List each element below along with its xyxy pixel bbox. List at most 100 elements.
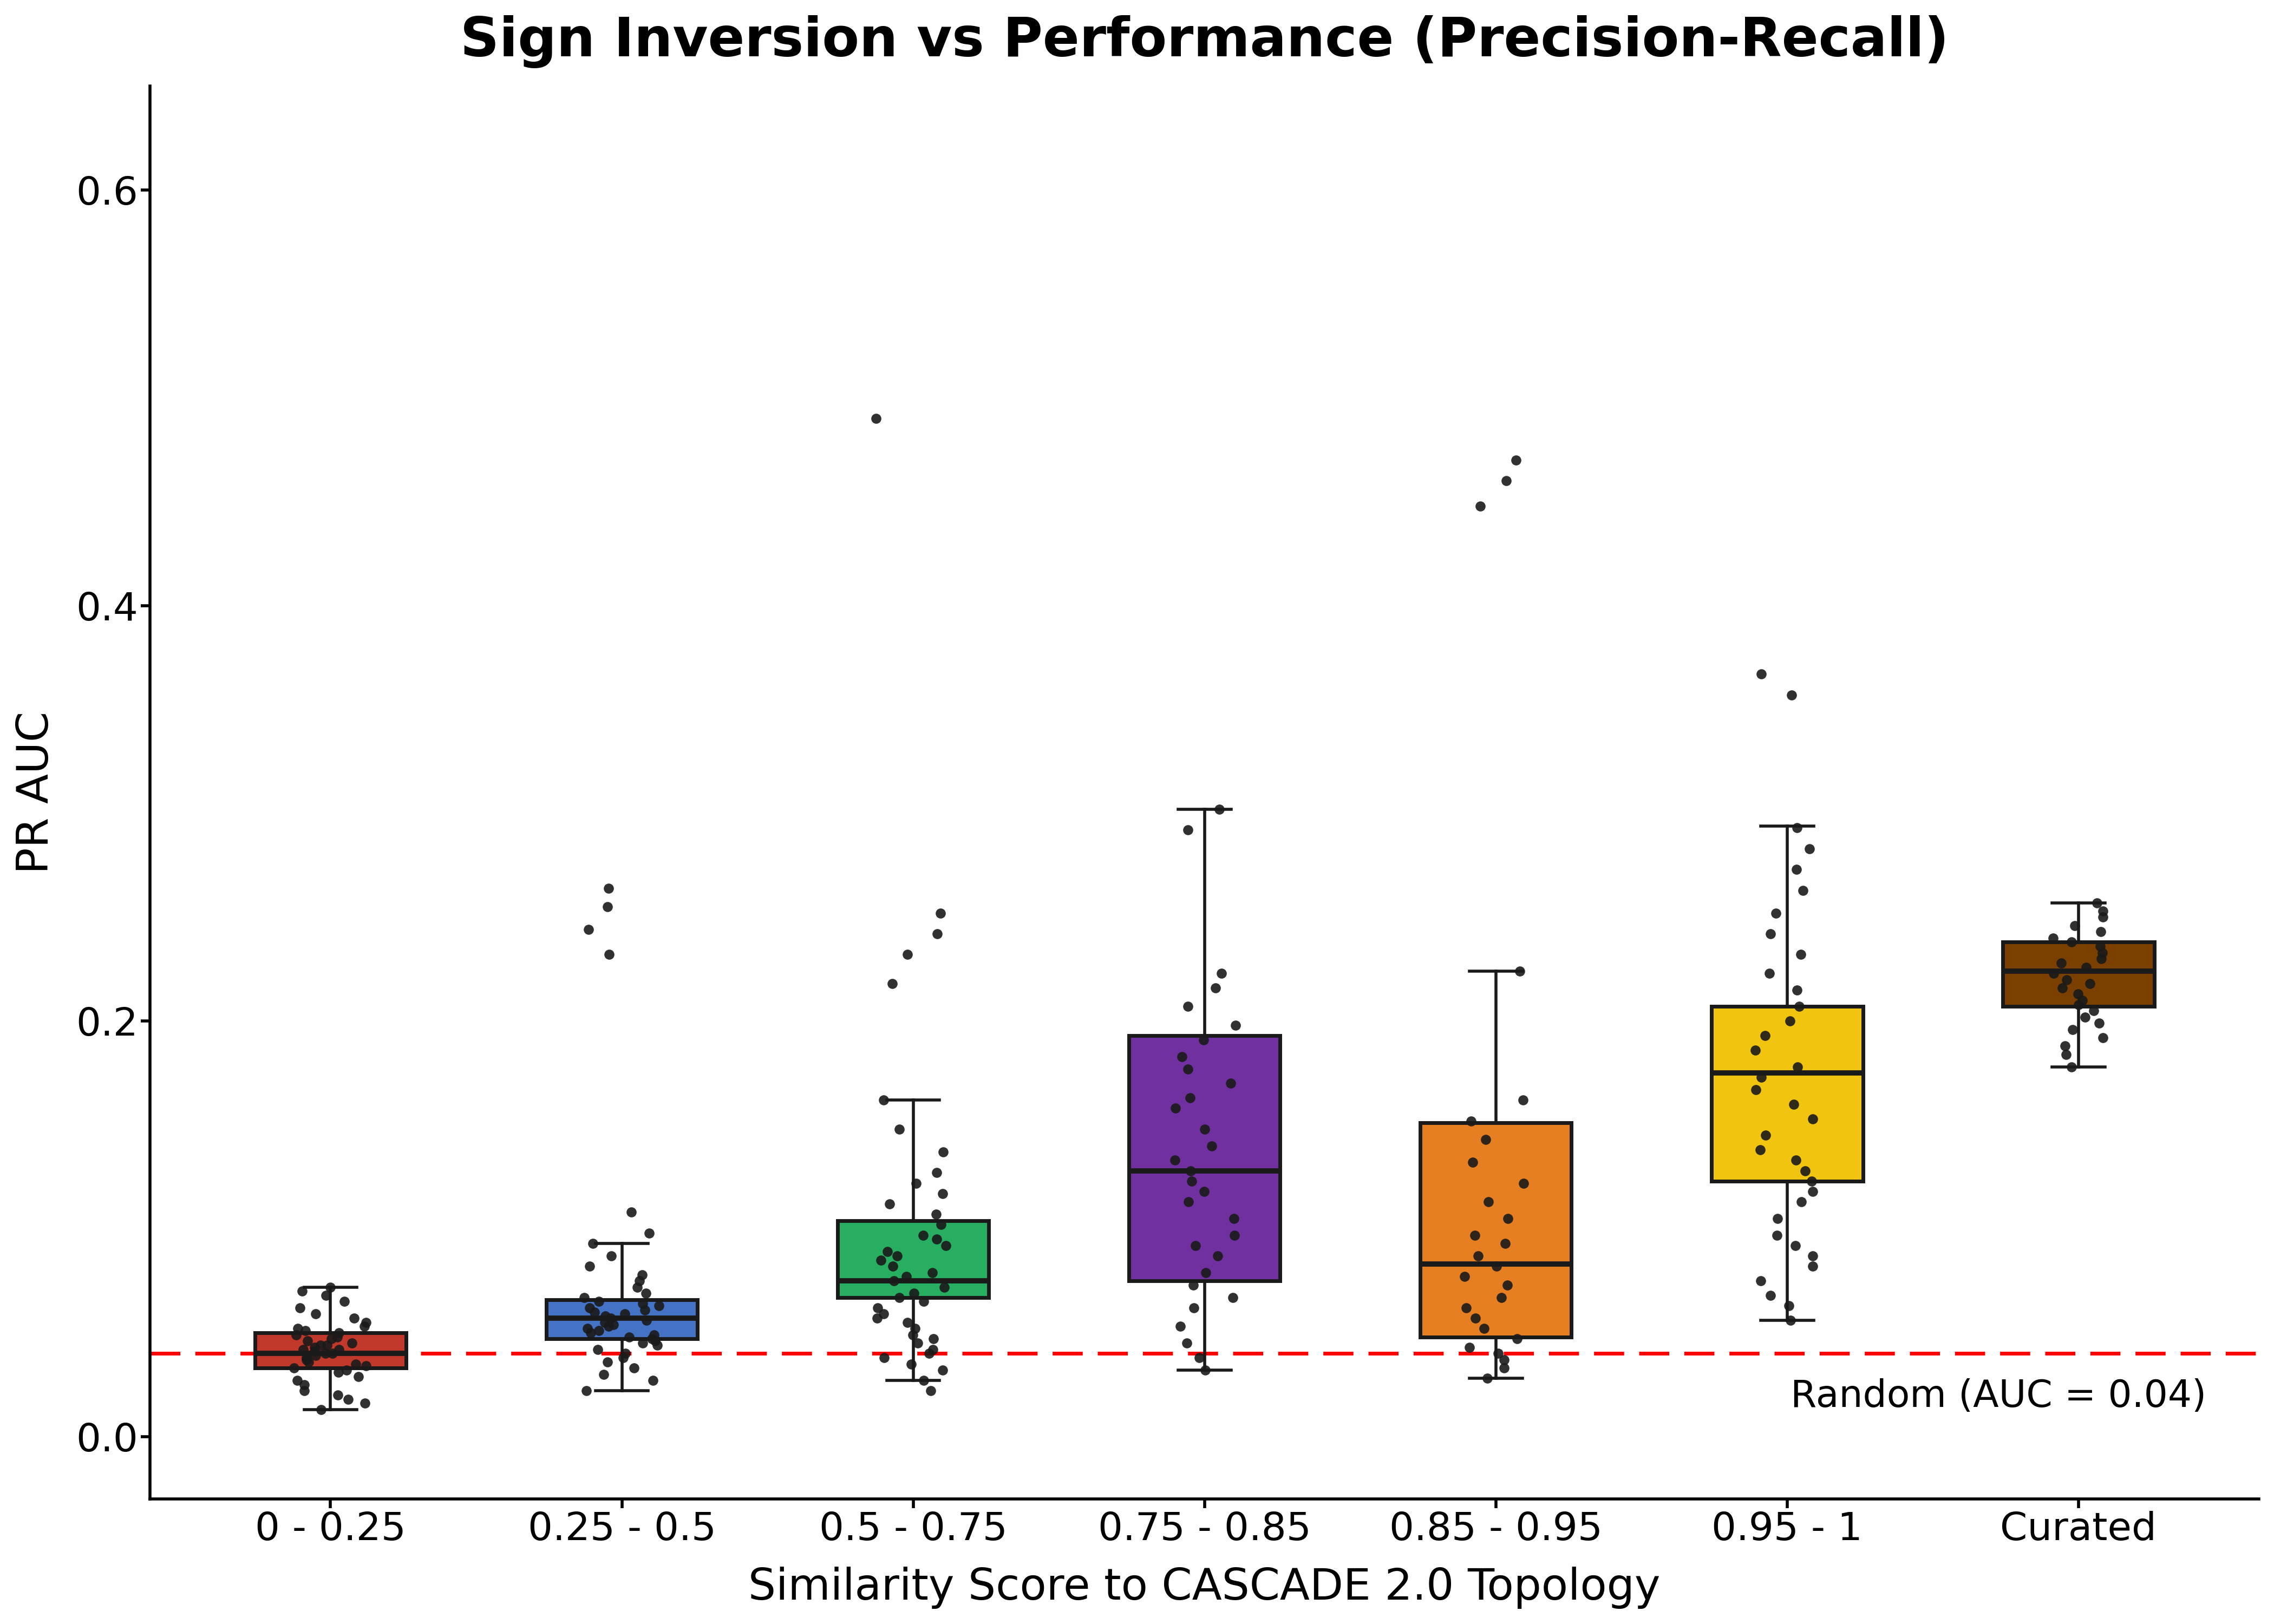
Point xyxy=(2060,992,2097,1018)
Point xyxy=(584,1361,621,1387)
Point xyxy=(1742,1137,1778,1163)
Point xyxy=(298,1301,334,1327)
Point xyxy=(864,1301,901,1327)
Point xyxy=(1217,1223,1253,1249)
Point xyxy=(1771,1293,1808,1319)
Point xyxy=(628,1280,664,1306)
Point xyxy=(1173,1158,1210,1184)
Point xyxy=(287,1377,323,1403)
Point xyxy=(889,1309,926,1335)
Point xyxy=(277,1322,314,1348)
Point xyxy=(1187,1116,1223,1142)
Point xyxy=(641,1293,678,1319)
Point xyxy=(607,1340,644,1366)
Point xyxy=(916,1325,953,1351)
Point xyxy=(625,1291,662,1317)
Title: Sign Inversion vs Performance (Precision-Recall): Sign Inversion vs Performance (Precision… xyxy=(459,15,1949,68)
Bar xyxy=(255,1333,407,1367)
Point xyxy=(1505,1171,1542,1197)
Point xyxy=(1744,1064,1781,1090)
Point xyxy=(337,1306,373,1332)
Point xyxy=(926,1138,962,1164)
Point xyxy=(889,1263,926,1289)
Point xyxy=(1203,960,1239,986)
Bar xyxy=(2003,942,2153,1007)
Point xyxy=(568,1377,605,1403)
Point xyxy=(1794,1106,1831,1132)
Point xyxy=(2083,945,2119,971)
Point xyxy=(898,1171,935,1197)
Point xyxy=(289,1346,325,1372)
Point xyxy=(2053,1017,2090,1043)
Point xyxy=(348,1309,384,1335)
Point xyxy=(594,1242,630,1268)
Point xyxy=(341,1364,377,1390)
Point xyxy=(628,1298,664,1324)
Point xyxy=(1446,1263,1483,1289)
Point xyxy=(914,1337,951,1363)
Point xyxy=(591,875,628,901)
Point xyxy=(912,1340,948,1366)
Point xyxy=(1753,1283,1790,1309)
Y-axis label: PR AUC: PR AUC xyxy=(16,711,57,874)
Point xyxy=(321,1320,357,1346)
Point xyxy=(1458,1306,1494,1332)
Point xyxy=(1458,1223,1494,1249)
Point xyxy=(1489,1272,1526,1298)
Point xyxy=(1778,978,1815,1004)
Point xyxy=(923,1358,960,1384)
Point xyxy=(1483,1285,1519,1311)
Point xyxy=(596,1312,632,1338)
Point xyxy=(591,1314,628,1340)
Point xyxy=(591,942,628,968)
Point xyxy=(1187,1179,1223,1205)
Point xyxy=(919,1202,955,1228)
Point xyxy=(1751,921,1787,947)
Point xyxy=(1173,1168,1210,1194)
Point xyxy=(905,1367,941,1393)
Point xyxy=(1460,1242,1496,1268)
Point xyxy=(889,942,926,968)
Point xyxy=(1787,1158,1824,1184)
Point xyxy=(309,1332,346,1358)
Point xyxy=(894,1322,930,1348)
Point xyxy=(1449,1294,1485,1320)
Point xyxy=(1794,1179,1831,1205)
Point xyxy=(2076,997,2113,1023)
Point xyxy=(287,1317,323,1343)
Point xyxy=(298,1343,334,1369)
Point xyxy=(1469,1366,1505,1392)
Point xyxy=(866,1345,903,1371)
Point xyxy=(589,1350,625,1376)
Point xyxy=(1453,1108,1489,1134)
Point xyxy=(1471,1189,1508,1215)
Point xyxy=(923,900,960,926)
Point xyxy=(905,1288,941,1314)
Point xyxy=(1157,1147,1194,1173)
Point xyxy=(2081,1010,2117,1036)
Point xyxy=(632,1220,669,1246)
Point xyxy=(2085,1025,2122,1051)
Point xyxy=(1785,877,1821,903)
Point xyxy=(1499,447,1535,473)
Point xyxy=(594,1306,630,1332)
Point xyxy=(1499,1325,1535,1351)
Point xyxy=(1778,856,1815,882)
Point xyxy=(623,1262,659,1288)
Point xyxy=(1480,1340,1517,1366)
Point xyxy=(919,921,955,947)
Point xyxy=(1198,1242,1235,1268)
Point xyxy=(575,1231,612,1257)
Point xyxy=(1781,994,1817,1020)
Point xyxy=(1746,1122,1783,1148)
Bar xyxy=(837,1221,989,1298)
Point xyxy=(2060,981,2097,1007)
Point xyxy=(1742,661,1778,687)
Point xyxy=(621,1268,657,1294)
Point xyxy=(2072,971,2108,997)
Point xyxy=(1758,900,1794,926)
Point xyxy=(1157,1095,1194,1121)
Bar xyxy=(546,1299,698,1338)
Point xyxy=(634,1325,671,1351)
Point xyxy=(2067,955,2103,981)
